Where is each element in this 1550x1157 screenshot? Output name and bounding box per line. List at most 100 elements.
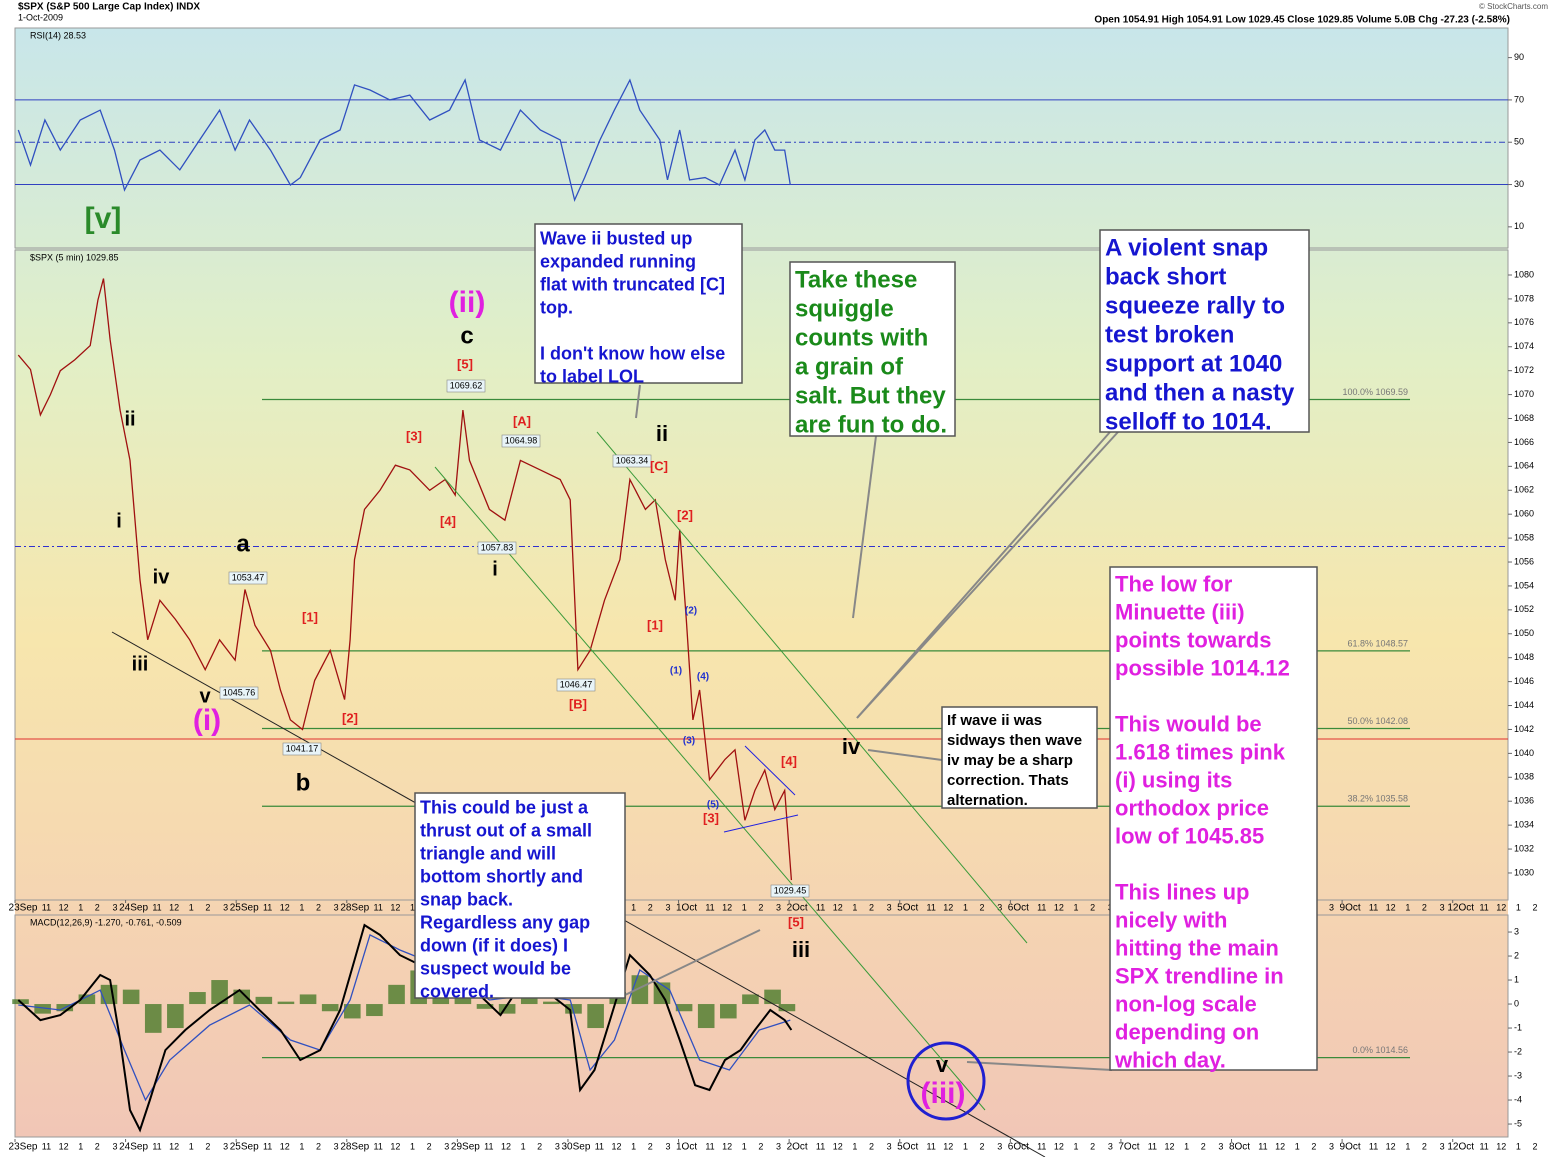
wave-label: (1) — [670, 666, 682, 677]
x-hour-label: 2 — [1533, 1141, 1538, 1151]
wave-label: iii — [792, 937, 810, 962]
x-hour-label: 11 — [374, 902, 383, 912]
x-hour-label: 3 — [1440, 1141, 1445, 1151]
wave-label: a — [236, 530, 250, 557]
note-text: expanded running — [540, 252, 696, 272]
x-hour-label: 3 — [665, 902, 670, 912]
x-hour-label: 1 — [299, 1141, 304, 1151]
x-hour-label: 1 — [963, 902, 968, 912]
y-tick-label: 1050 — [1514, 628, 1534, 638]
x-hour-label: 1 — [78, 1141, 83, 1151]
wave-label: (ii) — [449, 286, 486, 319]
y-tick-label: 1064 — [1514, 461, 1534, 471]
pointer — [624, 929, 761, 996]
callout-label: 1064.98 — [505, 435, 538, 445]
histogram-bar — [144, 1004, 162, 1033]
wave-label: [4] — [781, 753, 797, 768]
note-text: depending on — [1115, 1020, 1259, 1045]
histogram-bar — [189, 992, 206, 1005]
x-hour-label: 11 — [1369, 902, 1378, 912]
x-hour-label: 11 — [152, 902, 161, 912]
wave-label: iv — [842, 734, 861, 759]
note-text: Minuette (iii) — [1115, 600, 1245, 625]
callout-box — [282, 742, 322, 756]
x-tick-label: 8Oct — [1229, 1142, 1250, 1153]
callout-box — [612, 454, 652, 468]
x-hour-label: 1 — [1405, 902, 1410, 912]
x-hour-label: 3 — [112, 1141, 117, 1151]
x-hour-label: 11 — [1479, 902, 1488, 912]
x-hour-label: 12 — [833, 902, 843, 912]
x-hour-label: 11 — [1369, 1141, 1378, 1151]
y-tick-label: 1032 — [1514, 843, 1534, 853]
wave-label: v — [936, 1052, 949, 1077]
wave-label: b — [296, 769, 311, 796]
x-hour-label: 12 — [169, 902, 179, 912]
y-tick-label: 1034 — [1514, 820, 1534, 830]
x-tick-label: 24Sep — [119, 1142, 148, 1153]
x-hour-label: 3 — [1218, 1141, 1223, 1151]
x-hour-label: 2 — [316, 902, 321, 912]
x-tick-label: 5Oct — [897, 1142, 918, 1153]
x-hour-label: 12 — [612, 1141, 622, 1151]
pointer — [856, 431, 1111, 719]
y-tick-label: 1062 — [1514, 485, 1534, 495]
note-text: low of 1045.85 — [1115, 824, 1264, 849]
x-tick-label: 25Sep — [230, 903, 259, 914]
x-hour-label: 11 — [816, 902, 825, 912]
x-hour-label: 3 — [997, 1141, 1002, 1151]
y-tick-label: 1054 — [1514, 580, 1534, 590]
x-hour-label: 11 — [816, 1141, 825, 1151]
wave-label: v — [199, 685, 211, 707]
x-hour-label: 2 — [980, 1141, 985, 1151]
note-text: alternation. — [947, 792, 1028, 809]
histogram-bar — [211, 980, 228, 1005]
x-hour-label: 11 — [42, 1141, 51, 1151]
note-text: and then a nasty — [1105, 380, 1295, 407]
x-tick-label: 2Oct — [787, 1142, 808, 1153]
x-hour-label: 1 — [742, 1141, 747, 1151]
note-text: points towards — [1115, 628, 1271, 653]
x-hour-label: 2 — [537, 1141, 542, 1151]
histogram-bar — [454, 996, 472, 1005]
x-hour-label: 1 — [410, 1141, 415, 1151]
x-tick-label: 30Sep — [562, 1142, 591, 1153]
y-tick-label: 1080 — [1514, 269, 1534, 279]
histogram-bar — [498, 1004, 516, 1014]
pointer — [867, 749, 943, 761]
x-hour-label: 2 — [1090, 1141, 1095, 1151]
wave-label: [v] — [85, 202, 122, 235]
histogram-bar — [299, 994, 317, 1005]
x-hour-label: 11 — [705, 902, 714, 912]
note-text: The low for — [1115, 572, 1233, 597]
x-hour-label: 1 — [1295, 1141, 1300, 1151]
callout-box — [501, 434, 541, 448]
note-text: If wave ii was — [947, 712, 1042, 729]
x-hour-label: 11 — [1148, 1141, 1157, 1151]
x-hour-label: 12 — [59, 902, 69, 912]
x-hour-label: 1 — [631, 1141, 636, 1151]
wave-label: (2) — [685, 606, 697, 617]
histogram-bar — [675, 1004, 693, 1012]
x-hour-label: 12 — [501, 1141, 511, 1151]
y-tick-label: 1030 — [1514, 867, 1534, 877]
wave-label: [C] — [650, 458, 668, 473]
note-text: support at 1040 — [1105, 351, 1282, 378]
y-tick-label: 10 — [1514, 221, 1524, 231]
y-tick-label: 1066 — [1514, 437, 1534, 447]
x-hour-label: 2 — [758, 1141, 763, 1151]
note-box — [1099, 229, 1310, 433]
note-text: possible 1014.12 — [1115, 656, 1290, 681]
x-hour-label: 1 — [1405, 1141, 1410, 1151]
y-tick-label: 1044 — [1514, 700, 1534, 710]
note-box — [941, 706, 1098, 809]
histogram-bar — [565, 1004, 582, 1014]
x-hour-label: 2 — [205, 902, 210, 912]
y-tick-label: 1 — [1514, 974, 1519, 984]
wave-label: [A] — [513, 413, 531, 428]
series-line — [18, 933, 791, 1102]
y-tick-label: -4 — [1514, 1094, 1522, 1104]
x-hour-label: 2 — [205, 1141, 210, 1151]
x-hour-label: 1 — [189, 902, 194, 912]
note-text: a grain of — [795, 354, 904, 381]
